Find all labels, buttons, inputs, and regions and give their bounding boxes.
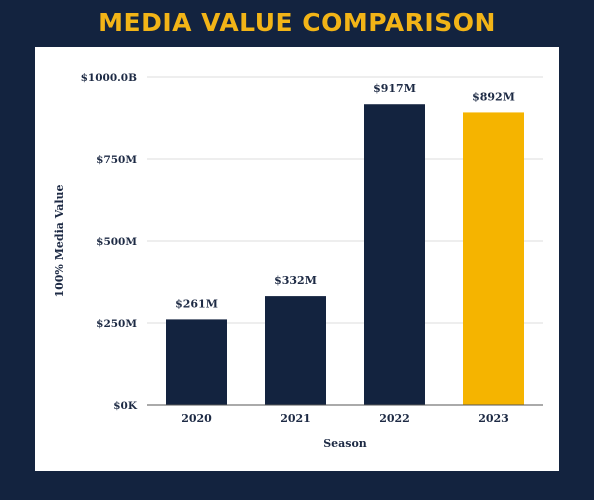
data-label-2020: $261M [175,297,218,310]
data-label-2022: $917M [373,82,416,95]
data-label-2023: $892M [472,90,515,103]
x-axis-label: Season [323,437,367,450]
x-tick-label: 2020 [181,412,212,425]
y-axis-label: 100% Media Value [53,184,66,297]
data-labels: $261M $332M $917M $892M [175,82,515,310]
bars [166,104,524,405]
x-tick-label: 2023 [478,412,509,425]
bar-2022 [364,104,425,405]
bar-2023 [463,112,524,405]
bar-2020 [166,319,227,405]
x-tick-label: 2022 [379,412,410,425]
page-title: MEDIA VALUE COMPARISON [98,8,496,37]
chart-panel: $0K $250M $500M $750M $1000.0B $261M $332M $91… [35,47,559,471]
y-tick-label: $1000.0B [81,72,137,84]
bar-chart: $0K $250M $500M $750M $1000.0B $261M $332M $91… [53,72,543,450]
bar-2021 [265,296,326,405]
data-label-2021: $332M [274,274,317,287]
y-tick-label: $500M [96,236,137,248]
y-tick-label: $250M [96,318,137,330]
y-tick-label: $750M [96,154,137,166]
y-axis-ticks: $0K $250M $500M $750M $1000.0B [81,72,138,412]
y-tick-label: $0K [113,400,138,412]
x-tick-label: 2021 [280,412,311,425]
x-axis-ticks: 2020 2021 2022 2023 [181,412,509,425]
